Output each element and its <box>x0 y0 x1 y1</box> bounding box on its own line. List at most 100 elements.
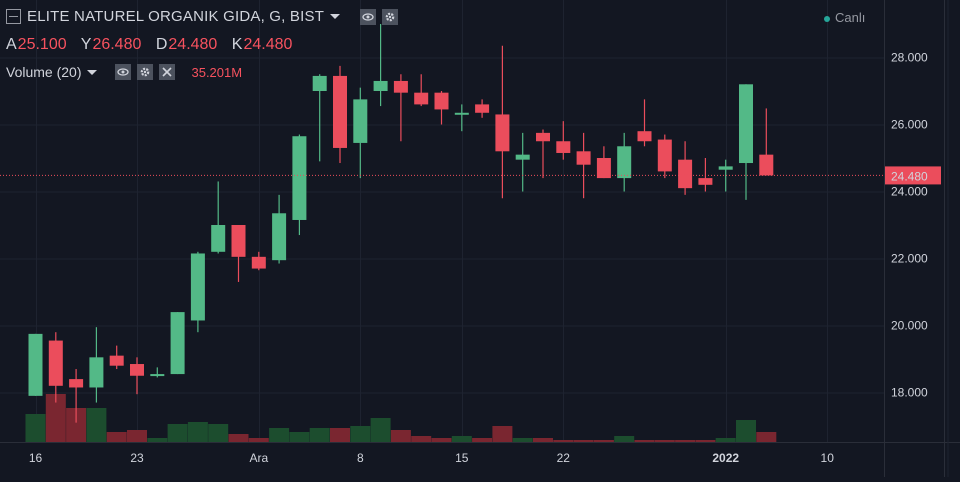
candle-body[interactable] <box>698 178 713 185</box>
candle-body[interactable] <box>596 158 611 179</box>
volume-bar <box>695 440 716 442</box>
volume-bar <box>431 438 452 442</box>
volume-bar <box>370 418 391 442</box>
candle-body[interactable] <box>536 132 550 142</box>
volume-bar <box>86 408 107 442</box>
volume-bar <box>330 428 350 442</box>
chevron-down-icon[interactable] <box>330 14 341 19</box>
time-tick-label: 16 <box>29 451 43 465</box>
candle-body[interactable] <box>576 151 591 165</box>
volume-bar <box>269 428 290 442</box>
candle-body[interactable] <box>312 75 327 91</box>
volume-bar <box>634 440 655 442</box>
price-tick-label: 18.000 <box>891 386 928 400</box>
volume-bar <box>715 438 736 442</box>
candle-body[interactable] <box>414 92 429 105</box>
price-tick-label: 26.000 <box>891 118 928 132</box>
candle-body[interactable] <box>617 146 632 179</box>
candle-body[interactable] <box>759 154 774 176</box>
ohlc-legend: A25.100 Y26.480 D24.480 K24.480 <box>6 36 302 54</box>
candle-body[interactable] <box>211 225 226 252</box>
candle-body[interactable] <box>109 355 124 366</box>
candle-body[interactable] <box>48 340 63 386</box>
live-dot-icon <box>824 15 830 22</box>
time-tick-label: 2022 <box>712 451 739 465</box>
candle-body[interactable] <box>718 166 733 170</box>
volume-bar <box>411 436 432 442</box>
volume-bar <box>187 422 208 442</box>
volume-bar <box>736 420 756 442</box>
open-value: 25.100 <box>17 36 67 53</box>
time-tick-label: 15 <box>455 451 469 465</box>
price-tick-label: 22.000 <box>891 252 928 266</box>
volume-bar <box>756 432 777 442</box>
candle-body[interactable] <box>251 256 266 269</box>
volume-bar <box>593 440 614 442</box>
volume-bar <box>66 408 87 442</box>
volume-bar <box>25 414 46 442</box>
close-icon[interactable] <box>159 64 176 80</box>
candle-body[interactable] <box>190 253 205 321</box>
candle-body[interactable] <box>454 112 469 115</box>
volume-bar <box>614 436 635 442</box>
chevron-down-icon[interactable] <box>87 69 98 75</box>
live-label: Canlı <box>835 10 866 25</box>
volume-bar <box>533 438 553 442</box>
price-tick-label: 28.000 <box>891 51 928 65</box>
candle-body[interactable] <box>28 333 43 396</box>
price-tick-label: 24.000 <box>891 185 928 199</box>
high-key: Y <box>80 36 92 53</box>
volume-legend: Volume (20) 35.201M <box>6 64 242 80</box>
candle-body[interactable] <box>373 80 388 91</box>
gear-icon[interactable] <box>137 64 154 80</box>
volume-bar <box>228 434 249 442</box>
candle-body[interactable] <box>475 104 490 113</box>
volume-bar <box>289 432 310 442</box>
volume-bar <box>472 438 493 442</box>
candle-body[interactable] <box>231 225 246 257</box>
volume-value: 35.201M <box>191 64 243 80</box>
time-tick-label: 10 <box>821 451 835 465</box>
symbol-legend: ELITE NATUREL ORGANIK GIDA, G, BIST <box>6 8 399 25</box>
candle-body[interactable] <box>515 154 530 160</box>
symbol-title[interactable]: ELITE NATUREL ORGANIK GIDA, G, BIST <box>27 8 325 25</box>
volume-bar <box>208 424 229 442</box>
candle-body[interactable] <box>130 364 144 376</box>
candle-body[interactable] <box>272 213 287 261</box>
volume-bar <box>675 440 696 442</box>
candle-body[interactable] <box>434 92 449 110</box>
candle-body[interactable] <box>739 84 753 164</box>
candle-body[interactable] <box>69 379 84 388</box>
candle-body[interactable] <box>353 99 368 143</box>
candle-body[interactable] <box>556 141 571 153</box>
open-key: A <box>6 36 17 53</box>
eye-icon[interactable] <box>115 64 132 80</box>
candle-body[interactable] <box>678 159 693 189</box>
candle-body[interactable] <box>637 131 652 142</box>
candle-body[interactable] <box>657 139 672 172</box>
gear-icon[interactable] <box>382 8 399 25</box>
price-tick-label: 20.000 <box>891 319 928 333</box>
volume-label[interactable]: Volume (20) <box>6 64 82 80</box>
time-tick-label: Ara <box>249 451 268 465</box>
last-price-label: 24.480 <box>891 169 928 183</box>
close-value: 24.480 <box>243 36 293 53</box>
last-price-tag <box>885 166 941 185</box>
candle-body[interactable] <box>333 75 347 148</box>
collapse-legend-icon[interactable] <box>6 9 21 24</box>
candle-body[interactable] <box>292 136 307 220</box>
volume-bar <box>147 438 168 442</box>
time-tick-label: 23 <box>130 451 144 465</box>
high-value: 26.480 <box>92 36 142 53</box>
candle-body[interactable] <box>150 374 165 377</box>
candle-body[interactable] <box>495 114 510 152</box>
eye-icon[interactable] <box>360 8 377 25</box>
volume-bar <box>248 438 269 442</box>
low-key: D <box>155 36 168 53</box>
candle-body[interactable] <box>393 80 408 93</box>
candle-body[interactable] <box>89 357 104 388</box>
volume-bar <box>553 440 574 442</box>
volume-bar <box>492 426 513 442</box>
candle-body[interactable] <box>170 312 185 375</box>
volume-bar <box>127 430 147 442</box>
